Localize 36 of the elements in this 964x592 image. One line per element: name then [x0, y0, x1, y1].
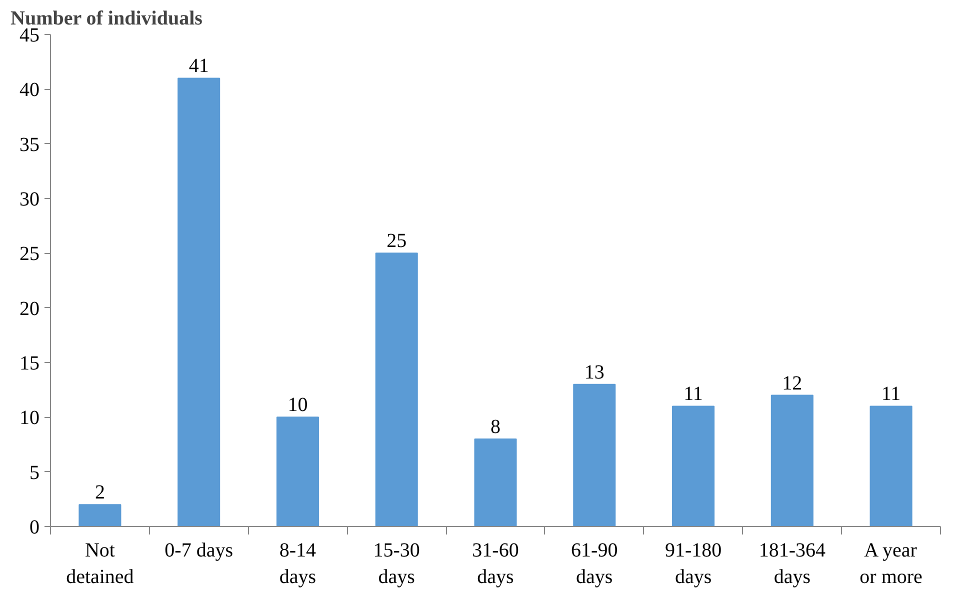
data-label: 13 — [584, 361, 604, 384]
data-label: 8 — [490, 416, 500, 438]
y-tick-label: 40 — [20, 79, 40, 102]
bar — [78, 504, 122, 526]
data-label: 12 — [782, 372, 802, 394]
data-label: 11 — [684, 383, 703, 406]
bar — [178, 78, 220, 526]
y-tick-label: 0 — [30, 516, 40, 538]
y-tick-label: 30 — [20, 188, 40, 210]
data-label: 10 — [288, 394, 308, 416]
y-tick-label: 35 — [20, 134, 40, 156]
x-tick-label: Not detained — [66, 540, 134, 588]
data-label: 25 — [386, 230, 407, 252]
x-tick-label: 61-90 days — [571, 540, 618, 588]
bar — [276, 416, 319, 526]
bar — [573, 384, 616, 526]
x-tick-label: 8-14 days — [279, 540, 316, 588]
x-tick-label: 15-30 days — [373, 540, 420, 588]
y-tick-label: 20 — [20, 298, 40, 320]
x-tick-label: A year or more — [860, 540, 923, 588]
y-tick-label: 10 — [20, 407, 40, 430]
x-tick-label: 91-180 days — [664, 540, 722, 588]
x-tick-label: 181-364 days — [758, 540, 826, 588]
bar — [870, 406, 912, 526]
bar — [375, 252, 418, 526]
bar — [474, 438, 517, 526]
y-tick-label: 25 — [20, 243, 40, 266]
bar — [770, 394, 814, 526]
bar — [672, 406, 715, 526]
x-tick-label: 0-7 days — [164, 540, 234, 562]
data-label: 41 — [188, 55, 209, 78]
x-tick-label: 31-60 days — [472, 540, 519, 588]
data-label: 11 — [881, 383, 901, 406]
y-tick-label: 15 — [20, 352, 40, 374]
data-label: 2 — [94, 482, 105, 504]
y-tick-label: 5 — [30, 462, 40, 484]
